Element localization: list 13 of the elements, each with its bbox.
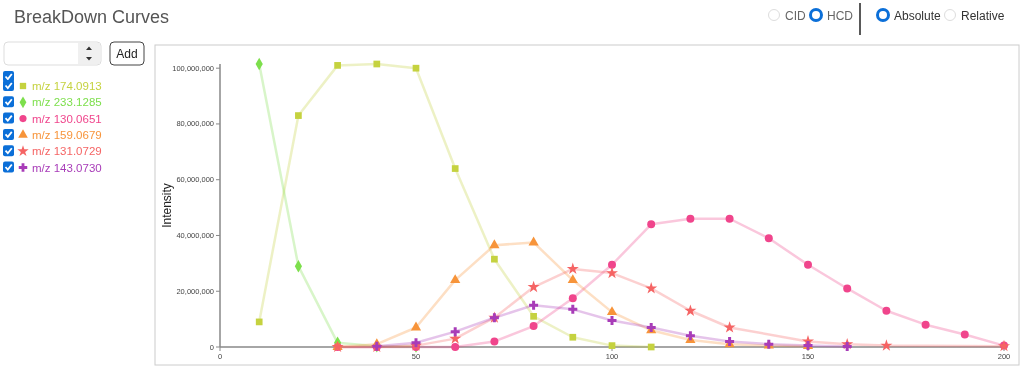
chart-title: BreakDown Curves (14, 7, 170, 27)
text: Relative (961, 8, 1005, 23)
add-button: Add (109, 41, 145, 66)
text: Absolute (894, 8, 942, 23)
text: HCD (827, 8, 854, 23)
legend-label: m/z 159.0679 (32, 128, 102, 141)
legend-label: m/z 131.0729 (32, 145, 102, 158)
legend-label: m/z 143.0730 (32, 161, 102, 174)
legend-label: m/z 130.0651 (32, 112, 102, 125)
legend-label: m/z 174.0913 (32, 80, 102, 92)
text: CID (785, 8, 806, 23)
y-axis-title: Intensity (160, 183, 174, 228)
legend-label: m/z 233.1285 (32, 96, 102, 109)
